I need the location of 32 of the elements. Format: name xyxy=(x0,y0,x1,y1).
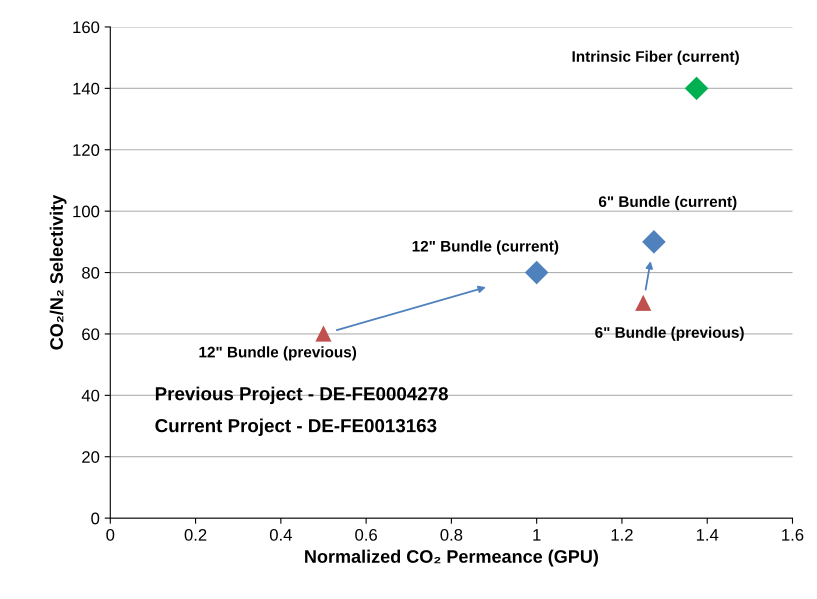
point xyxy=(636,296,651,311)
x-tick-label: 1.4 xyxy=(696,529,718,541)
annotation: Intrinsic Fiber (current) xyxy=(572,50,739,65)
y-tick-label: 0 xyxy=(91,512,100,524)
y-tick-label: 140 xyxy=(73,82,100,95)
annotation: Previous Project - DE-FE0004278 xyxy=(156,386,448,404)
point xyxy=(642,230,666,254)
y-tick-label: 60 xyxy=(82,328,100,340)
annotation: 6" Bundle (previous) xyxy=(595,326,744,341)
x-tick-label: 1.2 xyxy=(612,528,633,541)
annotation: 12" Bundle (previous) xyxy=(199,346,356,361)
point xyxy=(685,76,708,100)
annotation: 6" Bundle (current) xyxy=(598,196,736,210)
y-tick-label: 40 xyxy=(82,390,100,402)
annotation: 12" Bundle (current) xyxy=(412,240,558,255)
x-tick-label: 0.2 xyxy=(184,528,206,541)
y-axis-title: CO₂/N₂ Selectivity xyxy=(50,194,67,350)
x-tick-label: 0 xyxy=(106,528,114,541)
x-tick-label: 0.6 xyxy=(355,528,377,541)
point xyxy=(525,261,548,284)
y-tick-label: 160 xyxy=(73,21,100,34)
y-tick-label: 20 xyxy=(82,451,100,463)
annotation: Current Project - DE-FE0013163 xyxy=(155,418,436,436)
x-tick-label: 1 xyxy=(533,529,540,541)
x-tick-label: 1.6 xyxy=(782,528,804,541)
y-tick-label: 100 xyxy=(73,206,100,218)
x-tick-label: 0.8 xyxy=(440,528,462,541)
x-tick-label: 0.4 xyxy=(270,528,292,541)
y-tick-label: 80 xyxy=(82,266,100,279)
y-tick-label: 120 xyxy=(73,144,100,156)
x-axis-title: Normalized CO₂ Permeance (GPU) xyxy=(305,550,598,566)
point xyxy=(316,326,332,342)
